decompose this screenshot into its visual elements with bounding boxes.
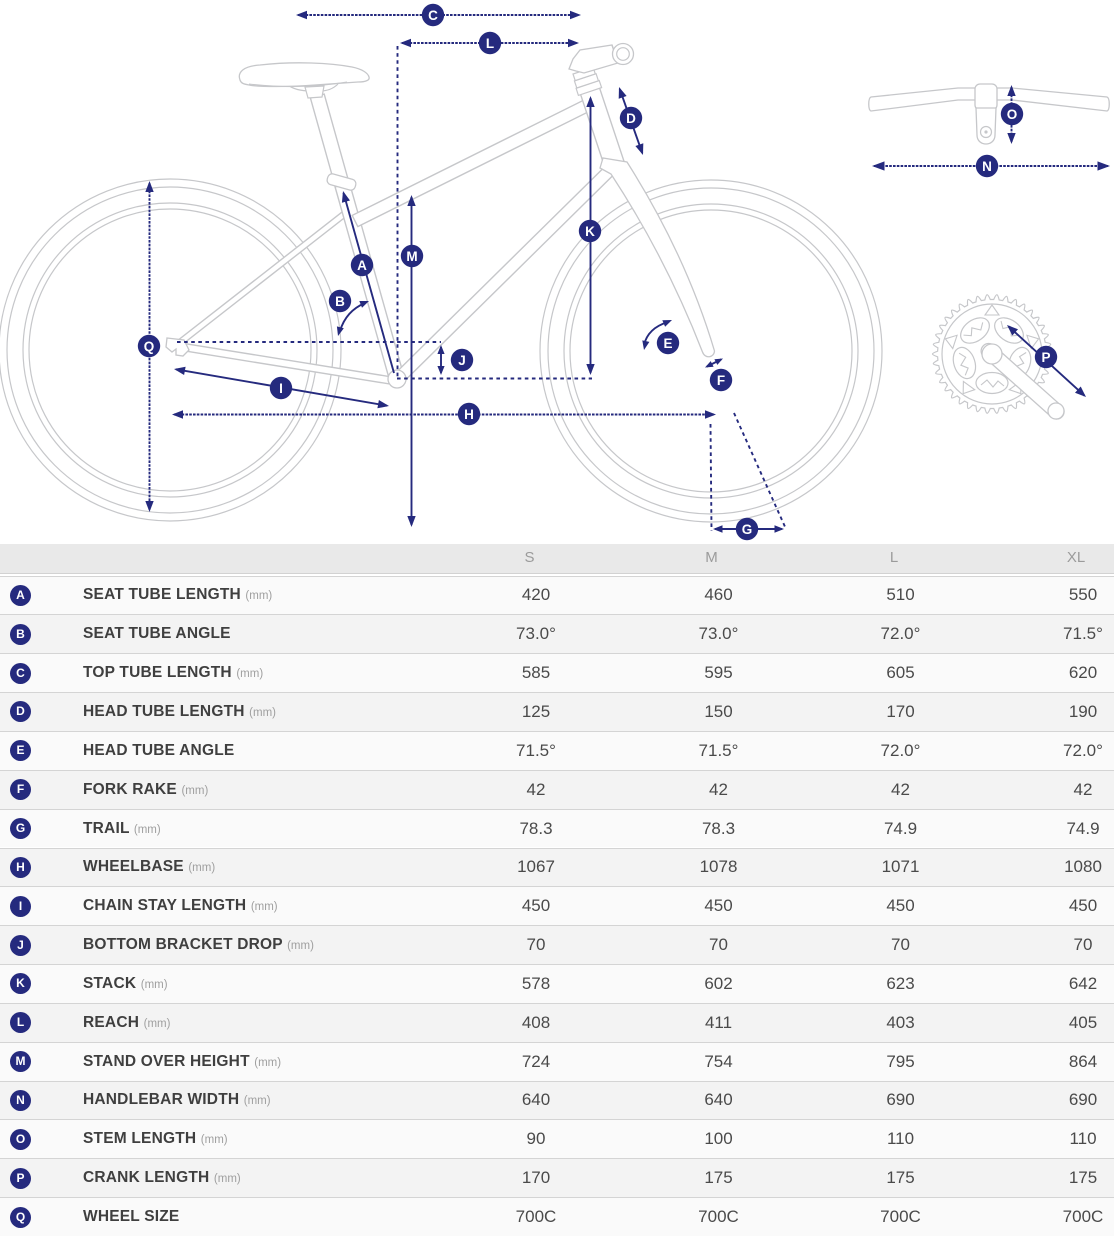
svg-text:I: I (279, 381, 283, 396)
svg-text:C: C (428, 8, 438, 23)
svg-text:H: H (464, 407, 474, 422)
svg-text:N: N (982, 159, 992, 174)
svg-text:J: J (458, 353, 466, 368)
svg-text:M: M (406, 249, 417, 264)
svg-text:P: P (1041, 350, 1050, 365)
svg-text:E: E (663, 336, 672, 351)
svg-text:B: B (335, 294, 345, 309)
svg-text:O: O (1007, 107, 1018, 122)
svg-text:K: K (585, 224, 595, 239)
svg-text:L: L (486, 36, 494, 51)
svg-text:D: D (626, 111, 636, 126)
svg-text:Q: Q (144, 339, 155, 354)
svg-text:F: F (717, 373, 725, 388)
svg-text:A: A (357, 258, 367, 273)
svg-text:G: G (742, 522, 753, 537)
